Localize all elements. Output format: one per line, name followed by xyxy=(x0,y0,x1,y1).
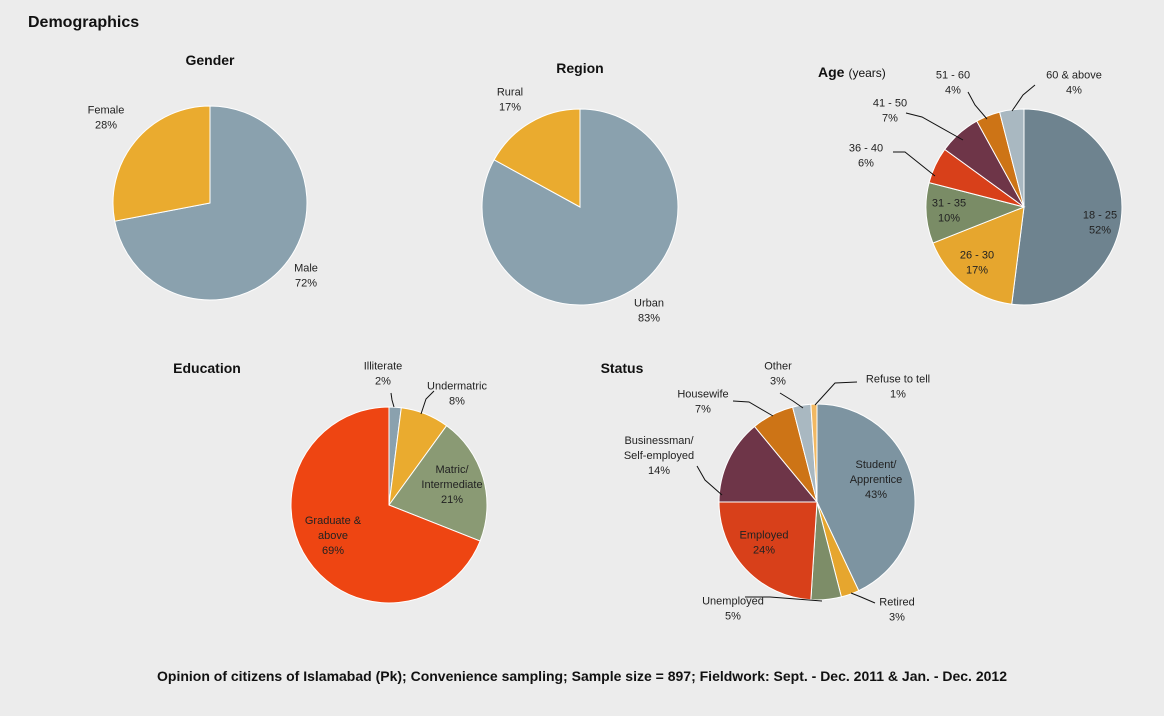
region-pie-chart: Region Urban 83% Rural 17% xyxy=(481,60,679,325)
status-leader-unemployed xyxy=(745,596,823,602)
education-slice-graduate-above xyxy=(290,406,481,604)
status-label-student-apprentice: Student/Apprentice 43% xyxy=(850,459,903,501)
gender-label-female: Female 28% xyxy=(88,105,125,132)
page-title: Demographics xyxy=(28,14,140,31)
status-chart-title: Status xyxy=(601,360,644,376)
age-chart-title: Age (years) xyxy=(818,64,886,80)
education-leader-illiterate xyxy=(390,392,395,408)
age-leader-36-40 xyxy=(893,151,936,177)
status-slice-student-apprentice xyxy=(816,403,916,592)
status-label-retired: Retired 3% xyxy=(879,597,914,624)
status-label-unemployed: Unemployed 5% xyxy=(702,596,764,623)
gender-slice-female xyxy=(112,105,211,222)
age-label-51-60: 51 - 60 4% xyxy=(936,70,970,97)
education-label-matric-intermediate: Matric/Intermediate 21% xyxy=(421,464,482,506)
status-label-employed: Employed 24% xyxy=(740,530,789,557)
status-slice-businessman-self-employed xyxy=(718,425,819,503)
education-label-graduate-above: Graduate & above 69% xyxy=(305,515,362,557)
age-leader-51-60 xyxy=(967,91,988,120)
region-label-urban: Urban 83% xyxy=(634,298,664,325)
status-label-refuse-to-tell: Refuse to tell 1% xyxy=(866,374,930,401)
age-slice-18-25 xyxy=(1011,108,1123,306)
age-chart-subtitle: (years) xyxy=(848,66,885,80)
status-leader-refuse-to-tell xyxy=(814,381,858,406)
age-pie-chart: Age (years) 18 - 25 52% 26 - 30 17% 31 - 35 10%… xyxy=(818,64,1123,306)
status-slice-employed xyxy=(718,501,818,601)
status-label-housewife: Housewife 7% xyxy=(677,389,728,416)
education-pie-chart: Education Illiterate 2% Undermatric 8% Matric… xyxy=(173,360,488,604)
gender-label-male: Male 72% xyxy=(294,263,318,290)
age-leader-41-50 xyxy=(905,112,964,141)
education-chart-title: Education xyxy=(173,360,241,376)
age-label-60-above: 60 & above 4% xyxy=(1046,70,1102,97)
age-label-18-25: 18 - 25 52% xyxy=(1083,210,1117,237)
status-label-other: Other 3% xyxy=(764,361,792,388)
age-label-31-35: 31 - 35 10% xyxy=(932,198,966,225)
gender-slice-male xyxy=(114,105,308,301)
age-label-41-50: 41 - 50 7% xyxy=(873,98,907,125)
status-leader-other xyxy=(779,392,804,409)
gender-pie-chart: Gender Male 72% Female 28% xyxy=(88,52,318,301)
age-slice-60-above xyxy=(999,108,1025,208)
age-leader-60-above xyxy=(1011,84,1036,112)
region-slice-rural xyxy=(493,108,581,208)
age-label-36-40: 36 - 40 6% xyxy=(849,143,883,170)
education-slice-matric-intermediate xyxy=(388,425,488,542)
status-leader-retired xyxy=(850,592,876,604)
region-chart-title: Region xyxy=(556,60,603,76)
status-leader-businessman-self-employed xyxy=(696,465,723,496)
age-slice-26-30 xyxy=(932,206,1025,305)
status-leader-housewife xyxy=(732,400,774,417)
status-pie-chart: Status Student/Apprentice 43% Retired 3% Unem… xyxy=(601,360,931,624)
footer-note: Opinion of citizens of Islamabad (Pk); C… xyxy=(157,668,1007,684)
education-leader-undermatric xyxy=(420,390,435,415)
status-label-businessman-self-employed: Businessman/Self-employed 14% xyxy=(624,435,695,477)
gender-chart-title: Gender xyxy=(185,52,235,68)
education-label-undermatric: Undermatric 8% xyxy=(427,381,487,408)
region-slice-urban xyxy=(481,108,679,306)
age-label-26-30: 26 - 30 17% xyxy=(960,250,994,277)
status-slice-refuse-to-tell xyxy=(810,403,818,503)
education-label-illiterate: Illiterate 2% xyxy=(364,361,403,388)
region-label-rural: Rural 17% xyxy=(497,87,523,114)
